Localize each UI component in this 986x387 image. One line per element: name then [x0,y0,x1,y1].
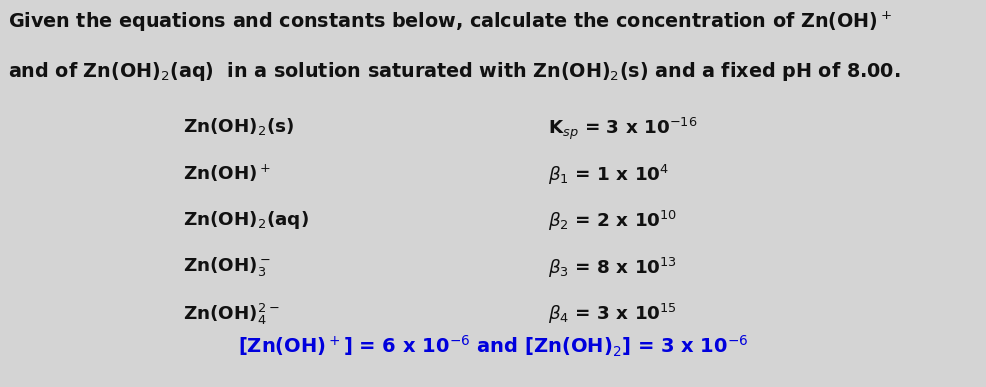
Text: Zn(OH)$_2$(s): Zn(OH)$_2$(s) [182,116,294,137]
Text: $\beta_2$ = 2 x 10$^{10}$: $\beta_2$ = 2 x 10$^{10}$ [547,209,676,233]
Text: Zn(OH)$_2$(aq): Zn(OH)$_2$(aq) [182,209,308,231]
Text: [Zn(OH)$^+$] = 6 x 10$^{-6}$ and [Zn(OH)$_2$] = 3 x 10$^{-6}$: [Zn(OH)$^+$] = 6 x 10$^{-6}$ and [Zn(OH)… [238,334,748,359]
Text: Zn(OH)$^+$: Zn(OH)$^+$ [182,163,270,184]
Text: $\beta_4$ = 3 x 10$^{15}$: $\beta_4$ = 3 x 10$^{15}$ [547,302,676,326]
Text: Zn(OH)$_4^{2-}$: Zn(OH)$_4^{2-}$ [182,302,279,327]
Text: $\beta_1$ = 1 x 10$^{4}$: $\beta_1$ = 1 x 10$^{4}$ [547,163,669,187]
Text: and of Zn(OH)$_2$(aq)  in a solution saturated with Zn(OH)$_2$(s) and a fixed pH: and of Zn(OH)$_2$(aq) in a solution satu… [8,60,899,83]
Text: K$_{sp}$ = 3 x 10$^{-16}$: K$_{sp}$ = 3 x 10$^{-16}$ [547,116,696,142]
Text: $\beta_3$ = 8 x 10$^{13}$: $\beta_3$ = 8 x 10$^{13}$ [547,255,676,279]
Text: Zn(OH)$_3^-$: Zn(OH)$_3^-$ [182,255,270,278]
Text: Given the equations and constants below, calculate the concentration of Zn(OH)$^: Given the equations and constants below,… [8,10,891,34]
